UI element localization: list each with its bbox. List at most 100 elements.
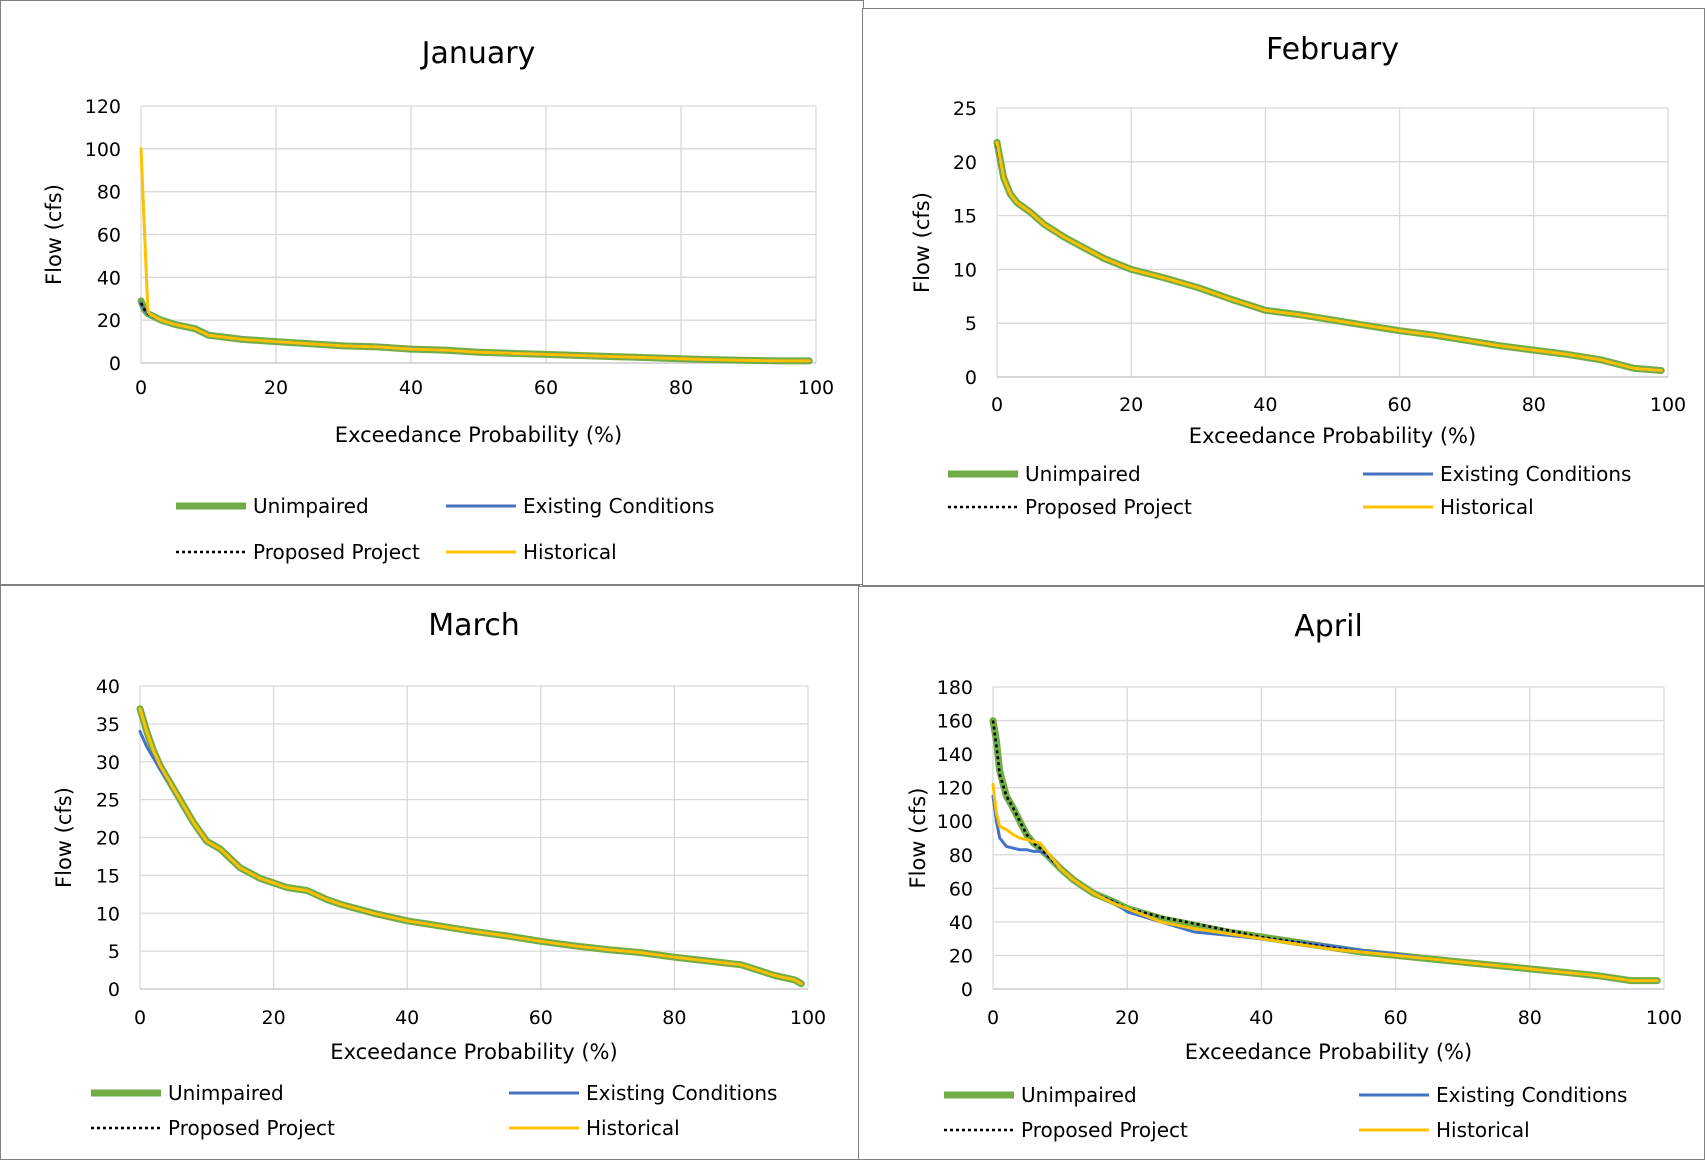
x-axis-title: Exceedance Probability (%) xyxy=(1185,1040,1472,1064)
legend-label-existing-conditions: Existing Conditions xyxy=(586,1081,777,1105)
x-tick-label: 40 xyxy=(1249,1007,1273,1029)
y-axis-title: Flow (cfs) xyxy=(910,192,934,293)
y-tick-label: 0 xyxy=(961,979,973,1001)
x-tick-label: 20 xyxy=(1119,394,1143,416)
y-tick-label: 15 xyxy=(96,865,120,887)
x-tick-label: 60 xyxy=(1388,394,1412,416)
y-tick-label: 20 xyxy=(949,945,973,967)
legend-label-unimpaired: Unimpaired xyxy=(1025,462,1141,486)
series-line-proposed-project xyxy=(991,720,1658,982)
y-tick-label: 80 xyxy=(949,845,973,867)
y-tick-label: 100 xyxy=(937,811,973,833)
y-tick-label: 80 xyxy=(97,182,121,204)
x-tick-label: 0 xyxy=(987,1007,999,1029)
y-tick-label: 10 xyxy=(953,259,977,281)
legend-label-historical: Historical xyxy=(1436,1118,1530,1142)
legend-label-proposed-project: Proposed Project xyxy=(253,540,420,564)
y-tick-label: 20 xyxy=(953,152,977,174)
x-tick-label: 60 xyxy=(1384,1007,1408,1029)
legend-label-existing-conditions: Existing Conditions xyxy=(1440,462,1631,486)
chart-panel-february: February 0 20 40 60 80 100 0 5 10 15 20 25 Exceedance… xyxy=(862,8,1705,586)
legend-label-historical: Historical xyxy=(586,1116,680,1140)
legend-label-existing-conditions: Existing Conditions xyxy=(523,494,714,518)
y-axis-title: Flow (cfs) xyxy=(906,788,930,889)
chart-panel-april: April 0 20 40 60 80 100 0 20 40 60 80 100 120 140 160 18… xyxy=(858,586,1705,1160)
x-tick-label: 100 xyxy=(1650,394,1686,416)
legend-label-historical: Historical xyxy=(1440,495,1534,519)
y-tick-label: 20 xyxy=(96,828,120,850)
series-line-historical xyxy=(139,147,811,363)
x-tick-label: 80 xyxy=(662,1007,686,1029)
x-tick-label: 0 xyxy=(135,377,147,399)
series-line-historical xyxy=(995,140,1663,372)
series-line-unimpaired xyxy=(136,705,805,988)
chart-title: March xyxy=(428,608,519,643)
x-axis-title: Exceedance Probability (%) xyxy=(335,423,622,447)
x-tick-label: 0 xyxy=(991,394,1003,416)
y-tick-label: 35 xyxy=(96,714,120,736)
y-tick-label: 15 xyxy=(953,206,977,228)
x-tick-label: 100 xyxy=(798,377,834,399)
y-tick-label: 120 xyxy=(85,96,121,118)
legend-label-unimpaired: Unimpaired xyxy=(168,1081,284,1105)
chart-january: January 0 20 40 60 80 100 0 20 40 60 80 100 120 Exceed… xyxy=(42,36,834,564)
chart-title: February xyxy=(1266,32,1399,67)
legend-label-proposed-project: Proposed Project xyxy=(1021,1118,1188,1142)
chart-february: February 0 20 40 60 80 100 0 5 10 15 20 25 Exceedance… xyxy=(910,32,1686,519)
series-line-unimpaired xyxy=(993,138,1665,374)
y-tick-label: 0 xyxy=(965,367,977,389)
x-tick-label: 80 xyxy=(669,377,693,399)
x-tick-label: 20 xyxy=(264,377,288,399)
y-tick-label: 180 xyxy=(937,677,973,699)
x-tick-label: 100 xyxy=(1646,1007,1682,1029)
x-tick-label: 40 xyxy=(395,1007,419,1029)
x-tick-label: 40 xyxy=(1253,394,1277,416)
y-tick-label: 25 xyxy=(953,98,977,120)
y-tick-label: 120 xyxy=(937,778,973,800)
x-axis-title: Exceedance Probability (%) xyxy=(330,1040,617,1064)
legend-label-proposed-project: Proposed Project xyxy=(1025,495,1192,519)
series-line-historical xyxy=(991,782,1659,983)
y-tick-label: 5 xyxy=(965,313,977,335)
y-tick-label: 0 xyxy=(108,979,120,1001)
chart-title: April xyxy=(1294,609,1363,644)
y-tick-label: 160 xyxy=(937,711,973,733)
x-tick-label: 100 xyxy=(790,1007,826,1029)
x-tick-label: 60 xyxy=(529,1007,553,1029)
y-tick-label: 30 xyxy=(96,752,120,774)
series-line-existing-conditions xyxy=(138,729,803,986)
x-tick-label: 40 xyxy=(399,377,423,399)
y-tick-label: 40 xyxy=(949,912,973,934)
legend-label-historical: Historical xyxy=(523,540,617,564)
y-tick-label: 140 xyxy=(937,744,973,766)
chart-title: January xyxy=(420,36,536,71)
x-tick-label: 60 xyxy=(534,377,558,399)
y-axis-title: Flow (cfs) xyxy=(52,787,76,888)
y-tick-label: 60 xyxy=(949,878,973,900)
y-tick-label: 60 xyxy=(97,225,121,247)
y-tick-label: 100 xyxy=(85,139,121,161)
y-tick-label: 20 xyxy=(97,310,121,332)
x-tick-label: 80 xyxy=(1518,1007,1542,1029)
chart-panel-march: March 0 20 40 60 80 100 0 5 10 15 20 25 30 35 40 Exceeda… xyxy=(0,585,860,1160)
y-tick-label: 40 xyxy=(96,676,120,698)
chart-panel-january: January 0 20 40 60 80 100 0 20 40 60 80 100 120 Exceed… xyxy=(0,0,864,585)
x-tick-label: 20 xyxy=(262,1007,286,1029)
y-tick-label: 0 xyxy=(109,353,121,375)
series-line-historical xyxy=(138,707,803,986)
x-tick-label: 80 xyxy=(1522,394,1546,416)
series-line-unimpaired xyxy=(989,717,1661,985)
x-tick-label: 20 xyxy=(1115,1007,1139,1029)
y-tick-label: 40 xyxy=(97,267,121,289)
x-axis-title: Exceedance Probability (%) xyxy=(1189,424,1476,448)
chart-march: March 0 20 40 60 80 100 0 5 10 15 20 25 30 35 40 Exceeda… xyxy=(52,608,826,1140)
series-line-proposed-project xyxy=(138,708,802,985)
legend-label-unimpaired: Unimpaired xyxy=(253,494,369,518)
y-tick-label: 10 xyxy=(96,903,120,925)
legend-label-existing-conditions: Existing Conditions xyxy=(1436,1083,1627,1107)
legend-label-unimpaired: Unimpaired xyxy=(1021,1083,1137,1107)
chart-april: April 0 20 40 60 80 100 0 20 40 60 80 100 120 140 160 18… xyxy=(906,609,1682,1142)
y-tick-label: 5 xyxy=(108,941,120,963)
y-axis-title: Flow (cfs) xyxy=(42,184,66,285)
legend-label-proposed-project: Proposed Project xyxy=(168,1116,335,1140)
